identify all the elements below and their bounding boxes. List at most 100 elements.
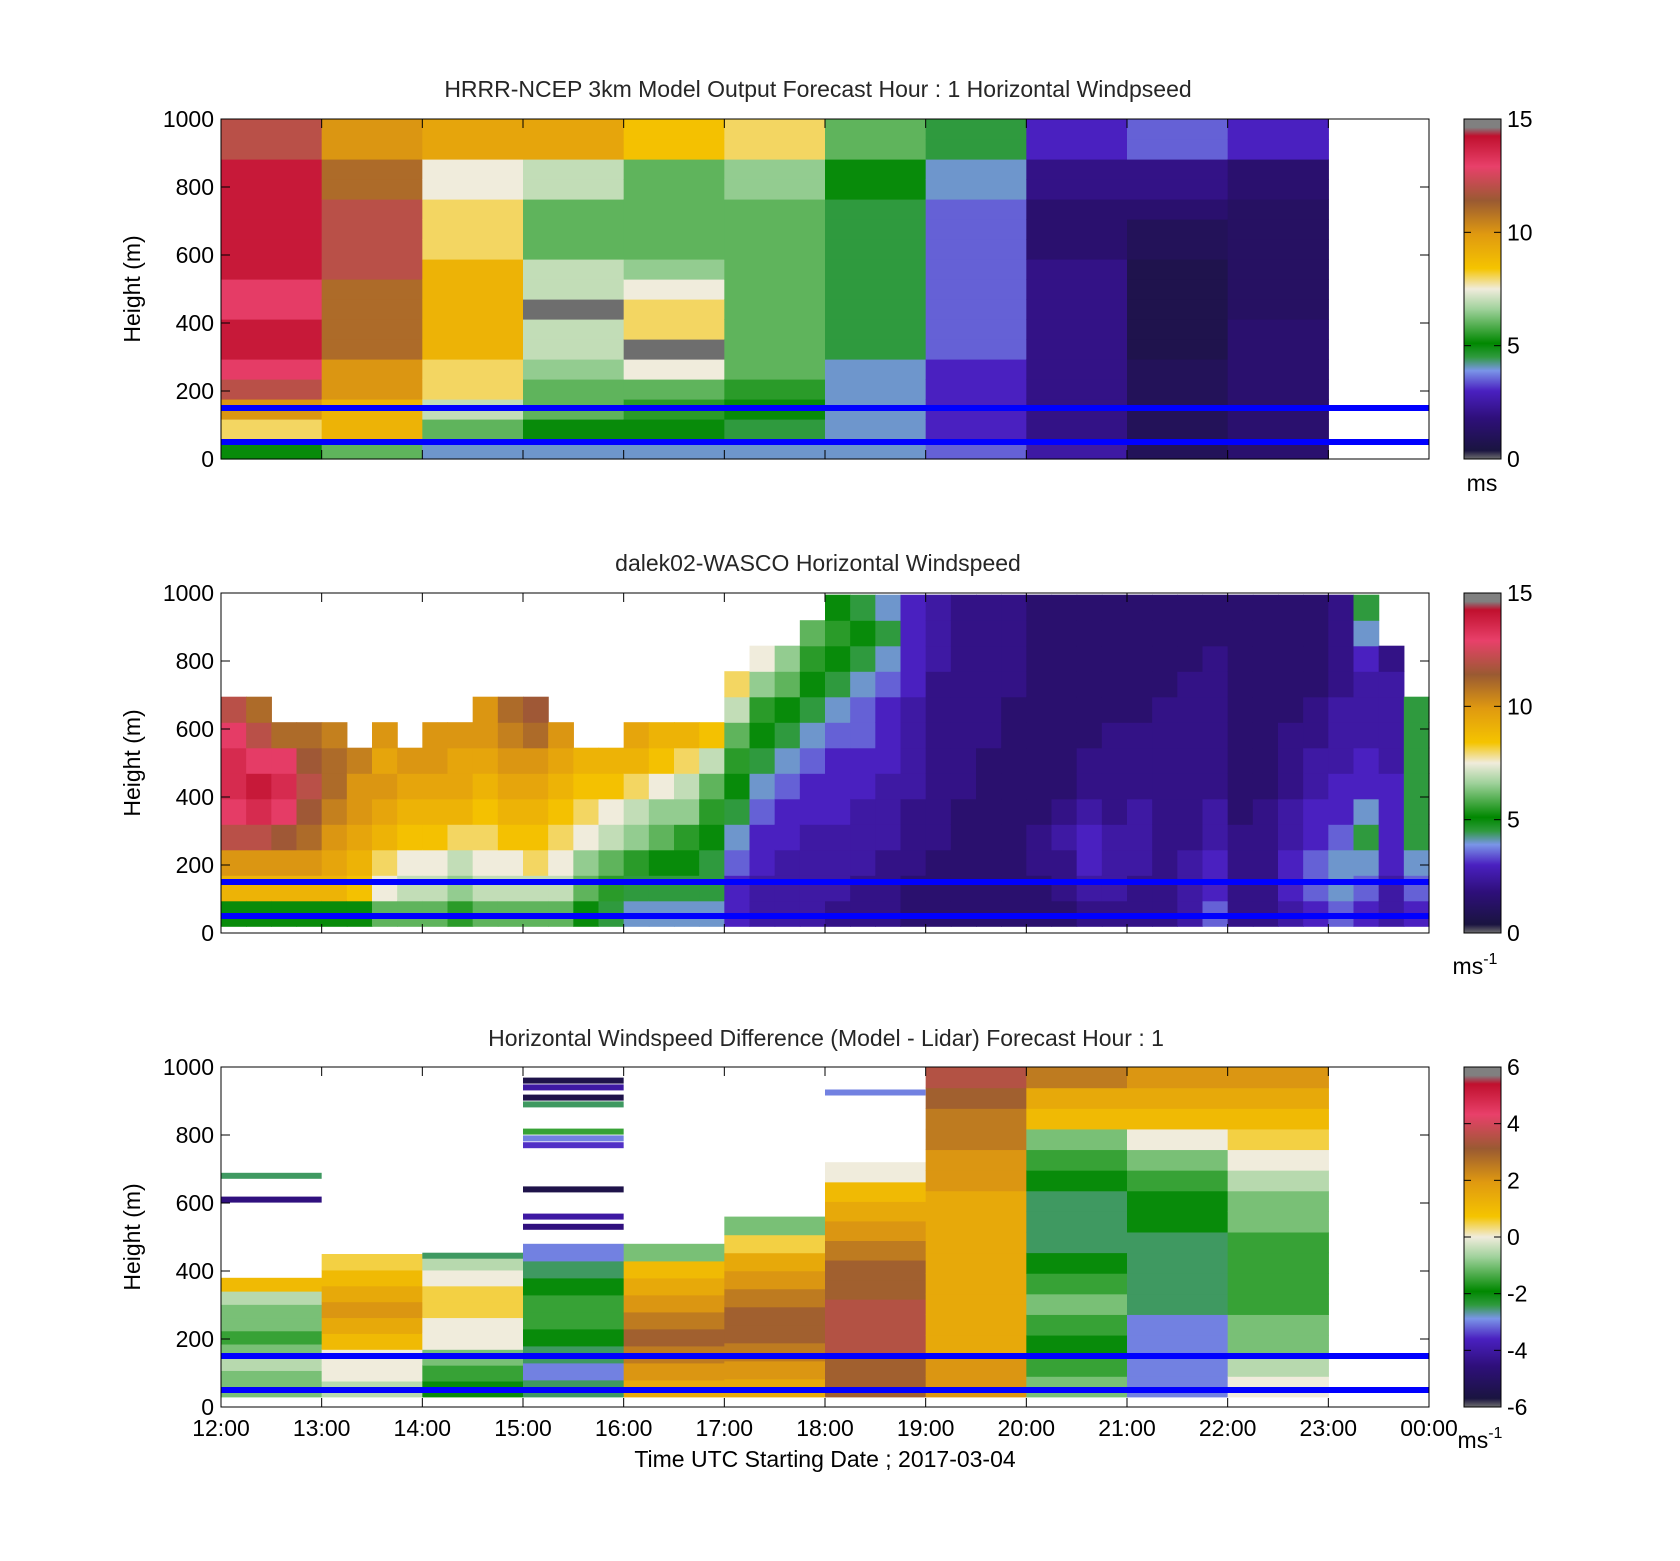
heatmap-cell bbox=[346, 824, 373, 851]
heatmap-cell bbox=[523, 747, 549, 774]
heatmap-cell bbox=[372, 773, 398, 800]
heatmap-cell bbox=[1076, 594, 1103, 621]
heatmap-cell bbox=[976, 620, 1002, 647]
heatmap-cell bbox=[523, 179, 625, 200]
heatmap-cell bbox=[447, 849, 474, 876]
heatmap-cell bbox=[1177, 645, 1204, 672]
heatmap-cell bbox=[925, 119, 1027, 140]
heatmap-cell bbox=[623, 219, 725, 240]
heatmap-cell bbox=[321, 219, 423, 240]
heatmap-cell bbox=[1127, 1355, 1229, 1377]
heatmap-cell bbox=[321, 239, 423, 260]
heatmap-cell bbox=[422, 824, 449, 851]
heatmap-cell bbox=[1353, 798, 1380, 825]
heatmap-cell bbox=[422, 199, 524, 220]
colorbar-ticks-model: 0 5 10 15 bbox=[1464, 106, 1533, 472]
colorbar-tick-label: 15 bbox=[1507, 106, 1533, 132]
heatmap-cell bbox=[1227, 199, 1329, 220]
heatmap-cell bbox=[422, 722, 449, 749]
heatmap-cell bbox=[523, 1243, 625, 1262]
heatmap-cell bbox=[397, 773, 423, 800]
heatmap-cell bbox=[1026, 722, 1053, 749]
heatmap-cell bbox=[296, 773, 323, 800]
heatmap-cell bbox=[221, 1330, 323, 1345]
y-axis-label-model: Height (m) bbox=[119, 235, 145, 342]
heatmap-cell bbox=[422, 849, 449, 876]
heatmap-cell bbox=[1127, 1314, 1229, 1336]
heatmap-cell bbox=[246, 722, 272, 749]
heatmap-segment bbox=[523, 1094, 624, 1101]
heatmap-cell bbox=[1227, 1252, 1329, 1274]
heatmap-cell bbox=[950, 620, 977, 647]
heatmap-cell bbox=[1252, 620, 1279, 647]
heatmap-cell bbox=[1303, 620, 1329, 647]
heatmap-cell bbox=[1227, 159, 1329, 180]
heatmap-cell bbox=[573, 798, 600, 825]
heatmap-cell bbox=[900, 798, 927, 825]
heatmap-cell bbox=[221, 159, 323, 180]
heatmap-cell bbox=[1227, 219, 1329, 240]
heatmap-cell bbox=[372, 722, 398, 749]
y-tick-label: 200 bbox=[176, 378, 214, 404]
heatmap-cell bbox=[850, 849, 876, 876]
heatmap-cell bbox=[321, 849, 348, 876]
heatmap-cell bbox=[1227, 1067, 1329, 1089]
heatmap-cell bbox=[1227, 139, 1329, 160]
heatmap-cell bbox=[1177, 773, 1204, 800]
heatmap-cell bbox=[372, 798, 398, 825]
heatmap-cell bbox=[850, 798, 876, 825]
heatmap-cell bbox=[850, 671, 876, 698]
heatmap-cell bbox=[1303, 645, 1329, 672]
x-tick-label: 12:00 bbox=[192, 1415, 250, 1441]
heatmap-cell bbox=[799, 671, 826, 698]
heatmap-cell bbox=[1353, 722, 1380, 749]
heatmap-cell bbox=[1127, 319, 1229, 340]
y-tick-label: 0 bbox=[201, 920, 214, 946]
heatmap-cell bbox=[321, 319, 423, 340]
heatmap-cell bbox=[1127, 722, 1153, 749]
heatmap-cell bbox=[1026, 671, 1053, 698]
y-ticks-difference: 0 200 400 600 800 1000 bbox=[163, 1054, 1429, 1420]
heatmap-cell bbox=[1227, 1293, 1329, 1315]
heatmap-segment bbox=[523, 1128, 624, 1135]
heatmap-cell bbox=[1378, 645, 1405, 672]
heatmap-cell bbox=[623, 359, 725, 380]
heatmap-cell bbox=[1227, 849, 1254, 876]
heatmap-cell bbox=[724, 849, 751, 876]
heatmap-cell bbox=[346, 849, 373, 876]
colorbar-tick-label: -6 bbox=[1507, 1394, 1527, 1420]
heatmap-cell bbox=[1227, 279, 1329, 300]
heatmap-cell bbox=[1278, 645, 1304, 672]
heatmap-cell bbox=[749, 849, 776, 876]
heatmap-cell bbox=[925, 279, 1027, 300]
heatmap-cell bbox=[397, 747, 423, 774]
heatmap-cell bbox=[1051, 645, 1078, 672]
heatmap-cell bbox=[1328, 722, 1355, 749]
heatmap-cell bbox=[1051, 722, 1078, 749]
heatmap-cell bbox=[699, 722, 725, 749]
heatmap-cell bbox=[674, 747, 700, 774]
heatmap-cell bbox=[724, 798, 751, 825]
heatmap-cell bbox=[623, 339, 725, 360]
heatmap-cell bbox=[825, 1220, 927, 1241]
heatmap-cell bbox=[1378, 696, 1405, 723]
heatmap-cell bbox=[623, 319, 725, 340]
heatmap-cell bbox=[749, 696, 776, 723]
heatmap-cell bbox=[1278, 773, 1304, 800]
heatmap-cell bbox=[1403, 798, 1430, 825]
heatmap-cell bbox=[1026, 419, 1128, 440]
heatmap-cell bbox=[825, 299, 927, 320]
heatmap-cell bbox=[724, 319, 826, 340]
heatmap-cell bbox=[1403, 747, 1430, 774]
heatmap-cell bbox=[1076, 696, 1103, 723]
heatmap-cell bbox=[321, 1301, 423, 1319]
heatmap-cell bbox=[1026, 747, 1053, 774]
heatmap-cell bbox=[1026, 239, 1128, 260]
heatmap-cell bbox=[699, 798, 725, 825]
colorbar-tick-label: 10 bbox=[1507, 219, 1533, 245]
heatmap-cell bbox=[774, 671, 801, 698]
heatmap-cell bbox=[573, 747, 600, 774]
heatmap-cell bbox=[1353, 824, 1380, 851]
heatmap-cell bbox=[1177, 594, 1204, 621]
heatmap-cell bbox=[825, 1259, 927, 1281]
